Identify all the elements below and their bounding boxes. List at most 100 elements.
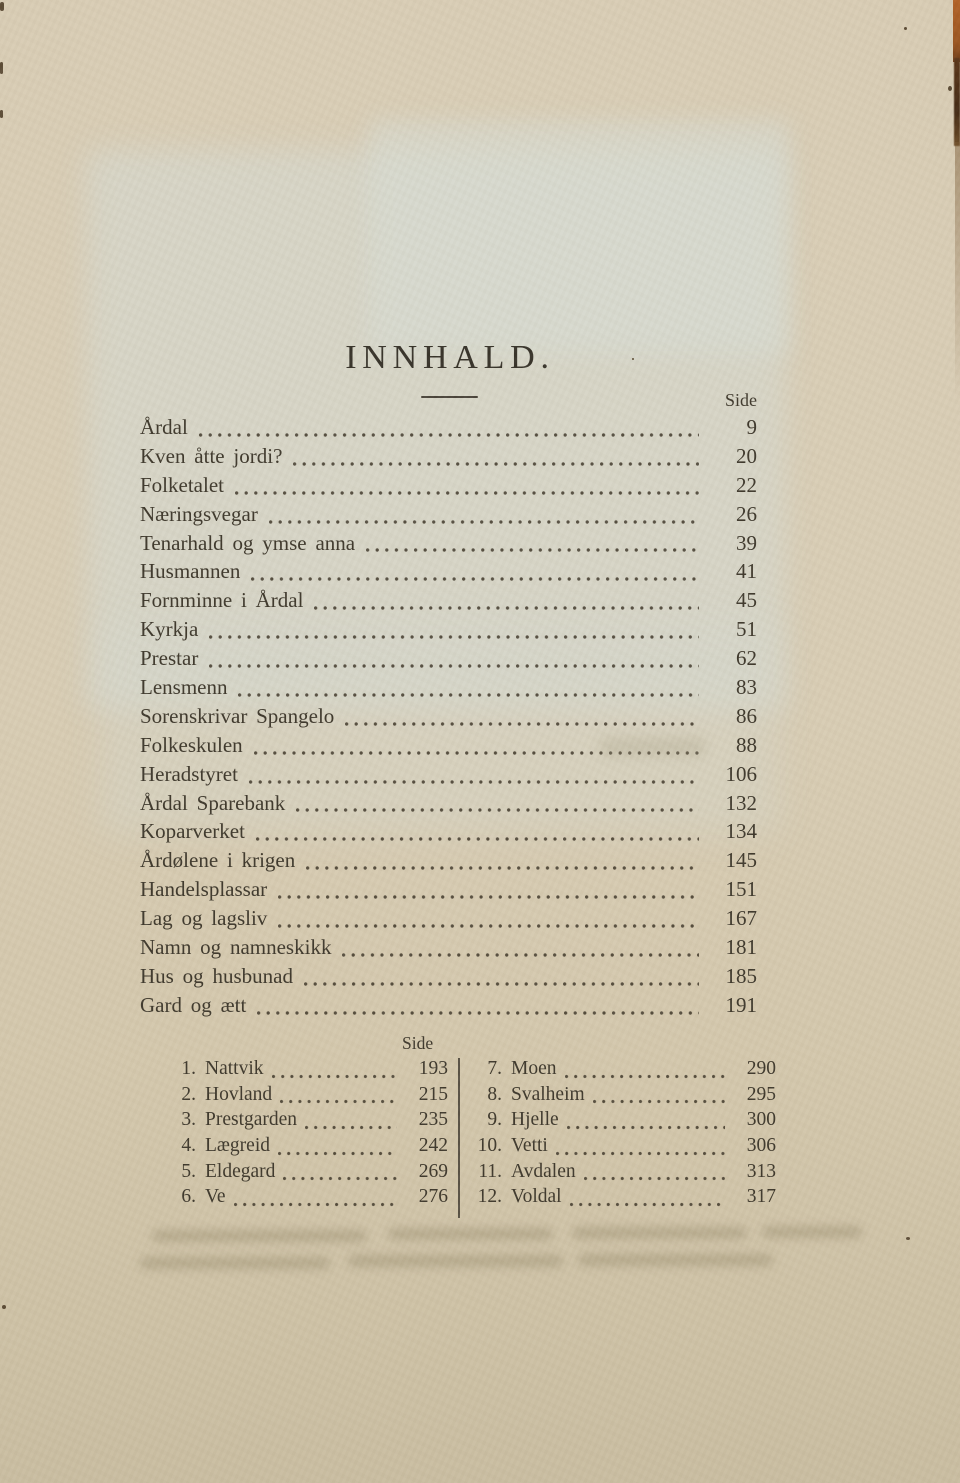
scan-light-patch [368, 120, 790, 355]
farm-row: 8. Svalheim 295 [462, 1084, 776, 1110]
dot-leader [255, 836, 699, 843]
farm-page-number: 276 [418, 1186, 448, 1208]
farm-row: 9. Hjelle 300 [462, 1109, 776, 1135]
farm-number: 10. [477, 1135, 502, 1157]
dot-leader [305, 1125, 397, 1131]
toc-entry-label: Tenarhald og ymse anna [140, 530, 356, 555]
farm-row: 4. Lægreid 242 [160, 1135, 448, 1161]
scan-speck [904, 27, 907, 30]
dot-leader [253, 749, 699, 756]
toc-entry-label: Folketalet [140, 472, 224, 497]
farm-page-number: 193 [418, 1058, 448, 1079]
toc-entry-label: Heradstyret [140, 761, 238, 786]
showthrough-smudge [388, 1228, 553, 1240]
dot-leader [303, 980, 699, 987]
dot-leader [234, 489, 699, 496]
toc-entry-label: Næringsvegar [140, 501, 258, 526]
farm-name: Lægreid [205, 1135, 270, 1157]
dot-leader [257, 1009, 699, 1016]
showthrough-smudge [152, 1230, 367, 1242]
toc-page-number: 134 [725, 819, 758, 844]
toc-row: Folketalet 22 [140, 473, 757, 502]
book-edge-fade [955, 142, 960, 402]
farm-page-number: 300 [746, 1109, 776, 1131]
toc-entry-label: Sorenskrivar Spangelo [140, 703, 335, 728]
toc-row: Prestar 62 [140, 646, 757, 675]
page-title: INNHALD. [345, 339, 555, 376]
dot-leader [268, 518, 699, 525]
farm-row: 11. Avdalen 313 [462, 1161, 776, 1187]
scan-speck [2, 1305, 6, 1309]
showthrough-smudge [140, 1257, 330, 1269]
toc-page-number: 9 [746, 415, 758, 439]
toc-row: Sorenskrivar Spangelo 86 [140, 704, 757, 733]
farm-number: 5. [181, 1160, 196, 1182]
toc-entry-label: Prestar [140, 646, 199, 671]
toc-row: Heradstyret 106 [140, 762, 757, 791]
dot-leader [283, 1176, 397, 1182]
toc-page-number: 167 [725, 906, 758, 931]
farm-row: 7. Moen 290 [462, 1058, 776, 1084]
toc-entry-label: Fornminne i Årdal [140, 588, 304, 613]
toc-page-number: 88 [736, 732, 757, 757]
farm-row: 2. Hovland 215 [160, 1084, 448, 1110]
toc-page-number: 191 [725, 992, 758, 1017]
toc-page-number: 45 [736, 588, 757, 613]
dot-leader [251, 576, 699, 583]
toc-entry-label: Kyrkja [140, 617, 199, 642]
farm-name: Voldal [511, 1186, 562, 1208]
toc-page-number: 26 [736, 501, 757, 526]
toc-row: Lag og lagsliv 167 [140, 906, 757, 935]
dot-leader [278, 923, 699, 930]
scan-speck [0, 62, 3, 74]
dot-leader [198, 431, 699, 438]
toc-page-number: 132 [725, 790, 758, 815]
farm-name: Hovland [205, 1083, 273, 1105]
toc-row: Årdal Sparebank 132 [140, 791, 757, 820]
farm-page-number: 295 [746, 1083, 776, 1105]
dot-leader [296, 807, 699, 814]
scan-speck [948, 86, 952, 91]
toc-entry-label: Husmannen [140, 559, 241, 584]
dot-leader [569, 1202, 725, 1208]
dot-leader [592, 1099, 725, 1105]
farm-number: 6. [181, 1186, 196, 1208]
dot-leader [306, 865, 699, 872]
showthrough-smudge [578, 1254, 773, 1266]
toc-entry-label: Lag og lagsliv [140, 906, 268, 931]
scan-speck [0, 110, 3, 118]
dot-leader [566, 1125, 725, 1131]
side-column-header-top: Side [724, 390, 757, 410]
dot-leader [277, 1150, 397, 1156]
farm-page-number: 215 [418, 1083, 448, 1105]
farm-page-number: 242 [418, 1135, 448, 1157]
toc-row: Årdølene i krigen 145 [140, 848, 757, 877]
toc-page-number: 20 [736, 443, 757, 468]
toc-row: Hus og husbunad 185 [140, 964, 757, 993]
toc-entry-label: Årdal Sparebank [140, 790, 286, 815]
dot-leader [342, 951, 699, 958]
toc-page-number: 181 [725, 935, 758, 960]
dot-leader [345, 720, 699, 727]
dot-leader [238, 691, 699, 698]
farm-number: 12. [477, 1186, 502, 1208]
title-rule [421, 396, 478, 398]
toc-entry-label: Namn og namneskikk [140, 935, 332, 960]
farm-name: Moen [511, 1058, 557, 1079]
farm-row: 3. Prestgarden 235 [160, 1109, 448, 1135]
farm-page-number: 313 [746, 1160, 776, 1182]
dot-leader [555, 1150, 725, 1156]
farm-number: 8. [487, 1083, 502, 1105]
toc-page-number: 151 [725, 877, 758, 902]
toc-row: Fornminne i Årdal 45 [140, 588, 757, 617]
toc-row: Handelsplassar 151 [140, 877, 757, 906]
dot-leader [233, 1202, 397, 1208]
farm-number: 9. [487, 1109, 502, 1131]
toc-entry-label: Hus og husbunad [140, 963, 293, 988]
farm-number: 2. [181, 1083, 196, 1105]
dot-leader [293, 460, 699, 467]
scan-speck [632, 358, 634, 360]
dot-leader [248, 778, 699, 785]
toc-row: Tenarhald og ymse anna 39 [140, 531, 757, 560]
toc-row: Namn og namneskikk 181 [140, 935, 757, 964]
